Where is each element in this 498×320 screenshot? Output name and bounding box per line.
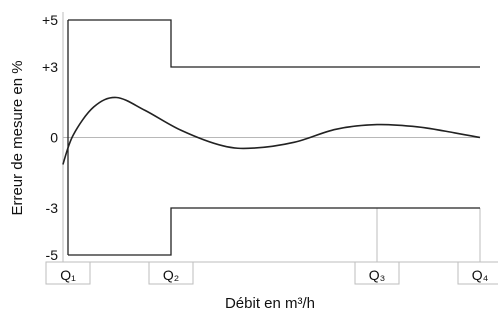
x-axis-ticks: Q₁ Q₂ Q₃ Q₄: [45, 261, 498, 285]
x-tick-label: Q₄: [472, 267, 489, 283]
y-axis-label: Erreur de mesure en %: [9, 60, 26, 215]
x-axis-label: Débit en m³/h: [225, 295, 315, 312]
y-tick-label: +5: [42, 12, 58, 28]
x-tick-label: Q₃: [369, 267, 386, 283]
x-tick-box: [457, 261, 498, 285]
x-tick-box: [354, 261, 400, 285]
y-tick-label: -3: [46, 200, 59, 216]
y-axis-ticks: +5 +3 0 -3 -5: [42, 12, 58, 263]
y-tick-label: 0: [50, 130, 58, 146]
x-tick-box: [148, 261, 194, 285]
tolerance-limit-lower: [68, 207, 480, 256]
x-tick-box: [45, 261, 91, 285]
tolerance-limit-upper: [68, 19, 480, 68]
x-tick-label: Q₂: [163, 267, 179, 283]
tolerance-envelope: [67, 19, 480, 256]
y-tick-label: +3: [42, 59, 58, 75]
x-tick-label: Q₁: [60, 267, 76, 283]
y-tick-label: -5: [46, 247, 59, 263]
axis-frame: [62, 12, 490, 263]
error-curve: [62, 96, 481, 165]
error-curve-line: [62, 96, 481, 165]
